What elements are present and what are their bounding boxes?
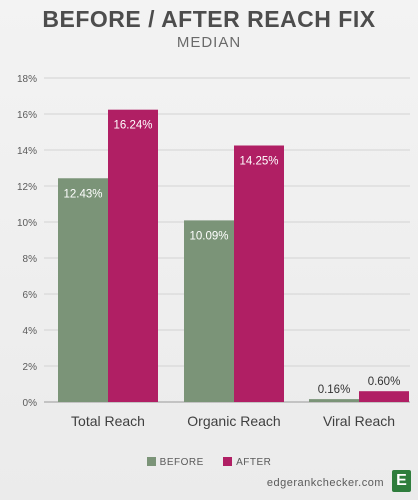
legend-label-before: BEFORE	[159, 457, 204, 468]
legend-item-after: AFTER	[223, 457, 271, 468]
bar-before-0	[58, 178, 108, 402]
chart-title: BEFORE / AFTER REACH FIX	[42, 6, 376, 32]
data-label: 10.09%	[189, 230, 228, 242]
data-label: 0.60%	[368, 376, 401, 388]
bar-after-0	[108, 109, 158, 403]
data-label: 12.43%	[63, 188, 102, 200]
y-tick-label: 6%	[23, 290, 38, 301]
data-label: 0.16%	[318, 384, 351, 396]
x-category-label: Organic Reach	[187, 413, 280, 429]
legend: BEFORE AFTER	[0, 457, 418, 468]
legend-item-before: BEFORE	[146, 457, 204, 468]
legend-swatch-before	[146, 457, 156, 466]
y-tick-label: 10%	[17, 218, 37, 229]
y-tick-label: 12%	[17, 182, 37, 193]
data-label: 16.24%	[113, 120, 152, 132]
y-tick-label: 14%	[17, 146, 37, 157]
data-label: 14.25%	[239, 156, 278, 168]
bar-after-1	[234, 145, 284, 402]
y-tick-label: 18%	[17, 74, 37, 85]
legend-label-after: AFTER	[236, 457, 272, 468]
bar-before-2	[309, 399, 359, 402]
y-tick-label: 8%	[23, 254, 38, 265]
footer-site-link[interactable]: edgerankchecker.com	[266, 477, 384, 489]
y-tick-label: 0%	[23, 398, 38, 409]
legend-swatch-after	[223, 457, 233, 466]
bar-before-1	[184, 220, 234, 402]
y-tick-label: 2%	[23, 362, 38, 373]
site-logo-icon: E	[392, 470, 411, 492]
y-tick-label: 4%	[23, 326, 38, 337]
bar-after-2	[359, 391, 409, 402]
x-category-label: Total Reach	[71, 413, 145, 429]
y-tick-label: 16%	[17, 110, 37, 121]
chart-subtitle: MEDIAN	[176, 34, 242, 51]
x-category-label: Viral Reach	[323, 413, 395, 429]
